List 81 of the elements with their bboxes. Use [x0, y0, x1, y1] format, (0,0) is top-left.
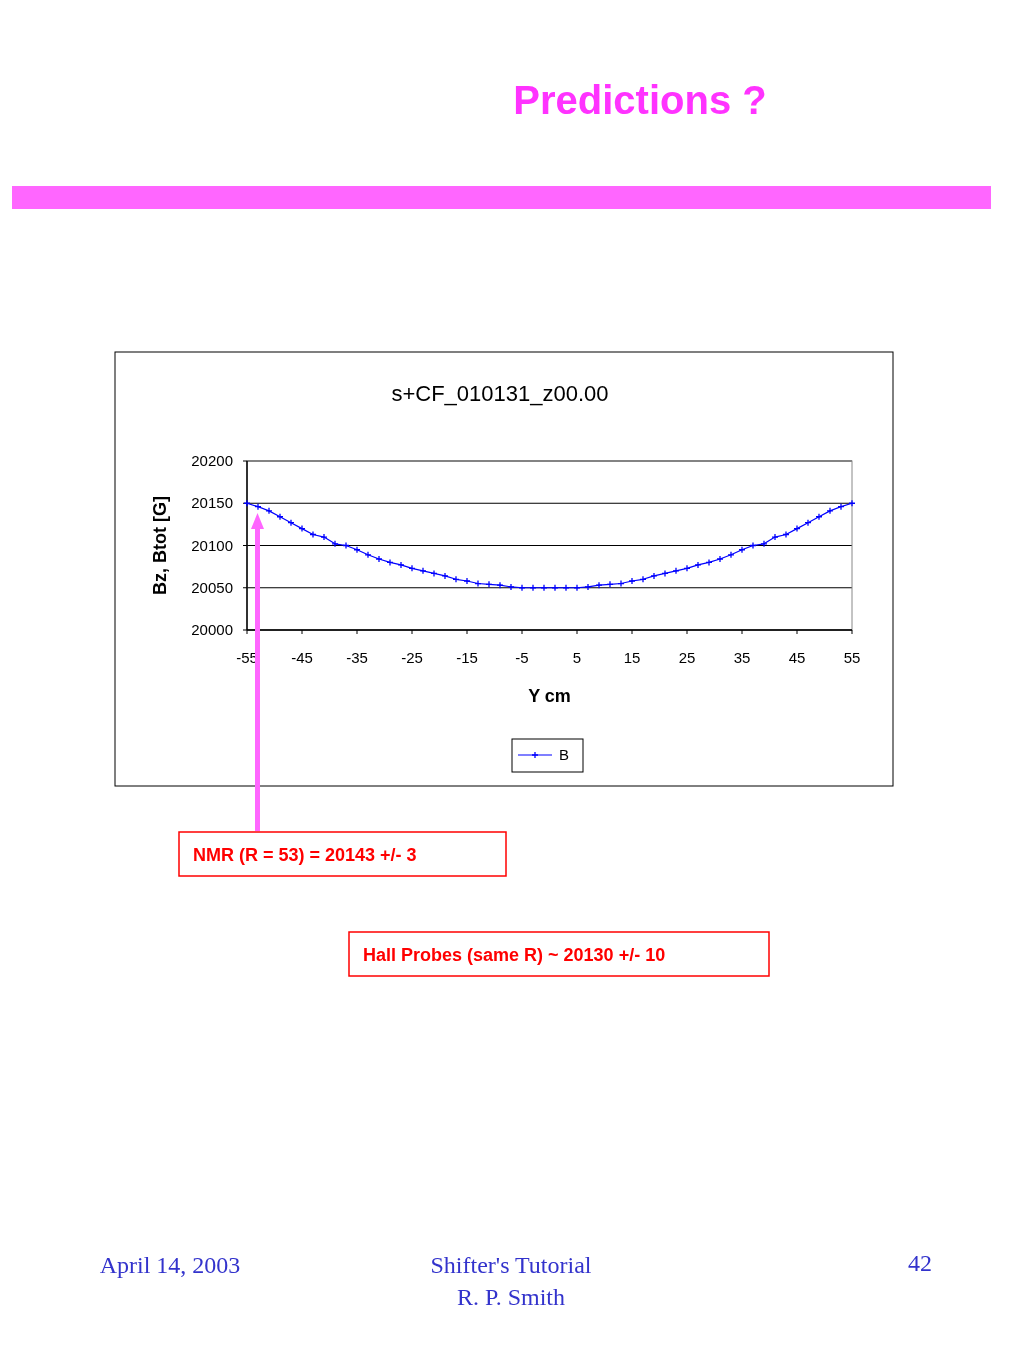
point [606, 580, 614, 589]
point [705, 558, 713, 567]
point [639, 575, 647, 583]
point [265, 507, 273, 515]
point [529, 584, 537, 592]
x-tick-label: 55 [843, 649, 861, 666]
point [683, 564, 691, 572]
point [298, 524, 306, 533]
point [815, 513, 823, 521]
chart-subtitle: s+CF_010131_z00.00 [391, 381, 609, 406]
point [749, 541, 757, 550]
point [408, 564, 416, 572]
point [441, 572, 449, 580]
point [672, 567, 680, 575]
point [595, 581, 603, 589]
point [826, 507, 834, 515]
x-tick-label: 5 [572, 649, 582, 666]
y-tick-label: 20150 [191, 494, 233, 512]
x-tick-label: -25 [401, 649, 423, 666]
y-tick-label: 20050 [191, 578, 233, 596]
y-tick-label: 20000 [191, 621, 233, 638]
point [716, 555, 724, 563]
point [540, 584, 548, 592]
point [617, 579, 625, 588]
point [474, 579, 482, 588]
point [694, 561, 702, 569]
x-tick-label: -35 [346, 649, 368, 666]
point [727, 551, 735, 559]
point [331, 540, 339, 548]
chart-title: Predictions ? [513, 78, 767, 122]
point [628, 577, 636, 585]
x-tick-label: -5 [515, 649, 529, 666]
point [562, 584, 570, 592]
point [342, 541, 350, 550]
point [518, 584, 526, 592]
point [375, 555, 383, 563]
y-tick-label: 20100 [191, 536, 233, 554]
text: NMR (R = 53) = 20143 +/- 3 [193, 845, 417, 865]
point [496, 581, 504, 589]
x-tick-label: -15 [456, 649, 478, 666]
point [584, 583, 592, 591]
point [276, 513, 284, 521]
point [507, 583, 515, 591]
point [551, 584, 559, 592]
x-axis-title: Y cm [528, 686, 571, 706]
text: 42 [908, 1250, 932, 1276]
point [452, 575, 460, 583]
x-tick-label: 35 [733, 649, 751, 666]
x-tick-label: 15 [623, 649, 641, 666]
y-tick-label: 20200 [191, 452, 233, 469]
point [837, 502, 845, 511]
point [364, 551, 372, 559]
point [430, 569, 438, 578]
point [353, 546, 361, 554]
text: Shifter's Tutorial [430, 1252, 592, 1278]
point [419, 567, 427, 575]
point [650, 572, 658, 580]
point [782, 530, 790, 539]
x-tick-label: 45 [788, 649, 806, 666]
point [287, 519, 295, 527]
legend-label: B [559, 746, 570, 763]
point [309, 530, 317, 539]
point [661, 569, 669, 578]
point [738, 546, 746, 554]
x-tick-label: -45 [291, 649, 313, 666]
text: R. P. Smith [456, 1284, 566, 1310]
text: Hall Probes (same R) ~ 20130 +/- 10 [363, 945, 666, 965]
point [254, 502, 262, 511]
point [573, 584, 581, 592]
x-tick-label: 25 [678, 649, 696, 666]
point [386, 558, 394, 567]
point [320, 533, 328, 541]
point [760, 540, 768, 548]
point [771, 533, 779, 541]
point [793, 524, 801, 533]
point [463, 577, 471, 585]
point [804, 519, 812, 527]
text: April 14, 2003 [99, 1252, 241, 1278]
y-axis-title: Bz, Btot [G] [150, 496, 170, 595]
point [397, 561, 405, 569]
point [485, 580, 493, 589]
